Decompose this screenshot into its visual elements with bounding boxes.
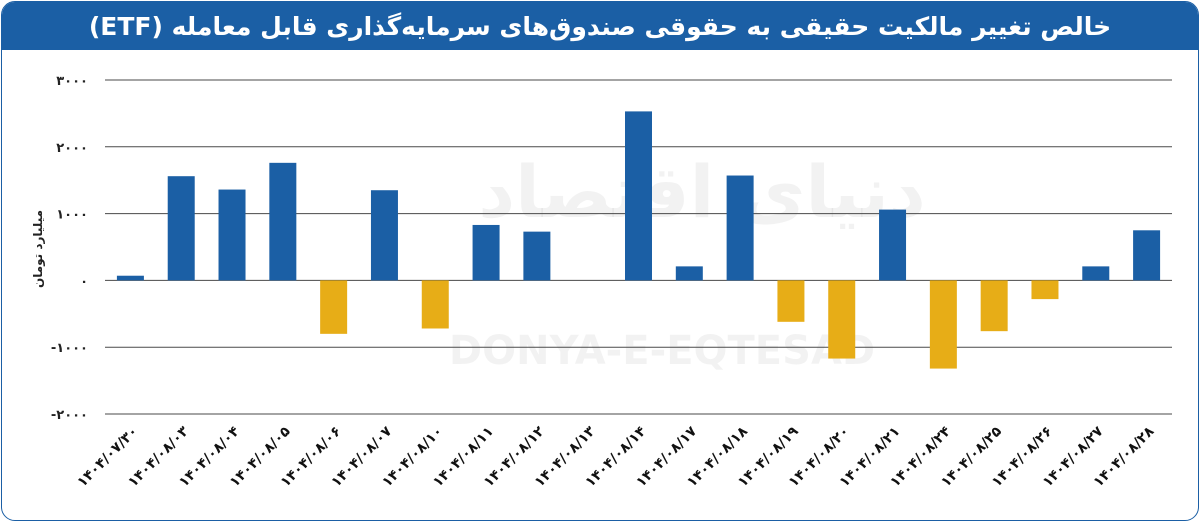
bar: [523, 231, 551, 281]
y-tick-label: ۰: [80, 274, 88, 289]
bar: [472, 224, 500, 281]
bar: [269, 162, 297, 281]
bar: [1031, 280, 1059, 300]
y-tick-label: ۳۰۰۰: [56, 74, 88, 89]
bar: [777, 280, 805, 322]
bar: [929, 280, 957, 369]
x-tick-labels: ۱۴۰۴/۰۷/۳۰۱۴۰۴/۰۸/۰۳۱۴۰۴/۰۸/۰۴۱۴۰۴/۰۸/۰۵…: [74, 423, 1157, 490]
bars: [116, 111, 1161, 369]
bar: [116, 275, 144, 281]
watermark: دنیای اقتصاد DONYA-E-EQTESAD: [449, 150, 926, 374]
bar: [980, 280, 1008, 332]
bar: [421, 280, 449, 329]
bar: [167, 176, 195, 281]
bar: [625, 111, 652, 281]
bar: [726, 175, 754, 281]
y-tick-label: ۱۰۰۰: [56, 208, 88, 223]
bar: [218, 189, 246, 281]
bar: [675, 266, 703, 281]
watermark-latin: DONYA-E-EQTESAD: [449, 328, 875, 374]
chart-title: خالص تغییر مالکیت حقیقی به حقوقی صندوق‌ه…: [2, 2, 1198, 50]
bar: [1082, 266, 1110, 281]
y-tick-labels: ۳۰۰۰ ۲۰۰۰ ۱۰۰۰ ۰ -۱۰۰۰ -۲۰۰۰: [51, 74, 88, 423]
bar: [828, 280, 856, 359]
y-axis-label: میلیارد تومان: [31, 210, 46, 288]
y-tick-label: -۱۰۰۰: [51, 341, 88, 356]
watermark-persian: دنیای اقتصاد: [478, 150, 926, 234]
y-tick-label: -۲۰۰۰: [51, 408, 88, 423]
y-tick-label: ۲۰۰۰: [56, 141, 88, 156]
bar: [879, 209, 907, 281]
bar: [370, 190, 398, 281]
bar: [320, 280, 348, 334]
bar: [1133, 230, 1161, 281]
